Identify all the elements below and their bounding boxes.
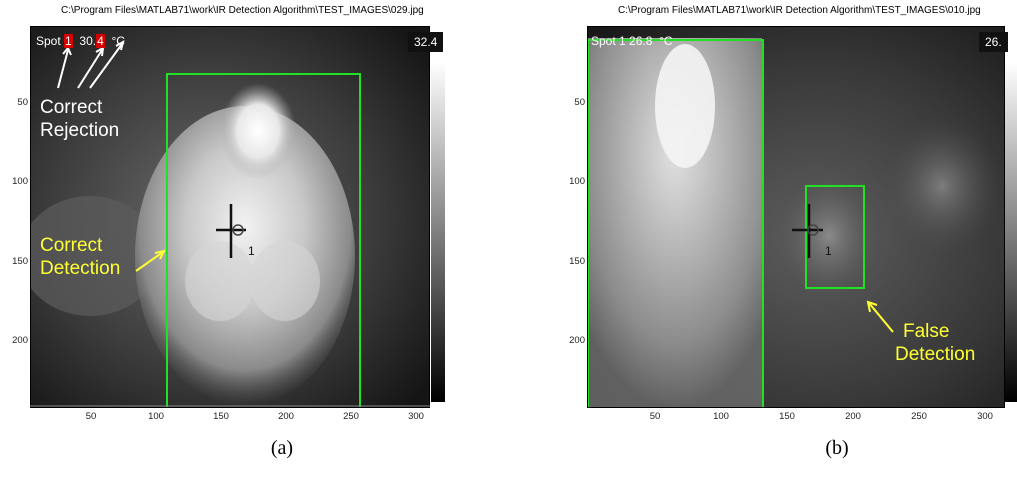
x-tick-150-a: 150 bbox=[213, 411, 229, 422]
person-shoulder-left-a bbox=[185, 241, 255, 321]
y-tick-200-a: 200 bbox=[12, 335, 28, 346]
detection-arrow-a bbox=[135, 249, 166, 272]
x-tick-50-b: 50 bbox=[649, 411, 661, 422]
person-shoulder-right-a bbox=[250, 241, 320, 321]
thermal-image-b-svg bbox=[587, 26, 1017, 408]
x-tick-100-a: 100 bbox=[148, 411, 164, 422]
subfigure-label-a: (a) bbox=[270, 437, 294, 459]
temperature-bar-value-a: 32.4 bbox=[408, 32, 444, 52]
spot-label-a: Spot bbox=[36, 34, 61, 48]
callout-correct-rejection: Correct Rejection bbox=[40, 96, 119, 142]
spot-readout-b: Spot 1 26.8 °C bbox=[591, 34, 673, 48]
callout-detection-line1: Correct bbox=[40, 235, 103, 256]
unit-b: °C bbox=[659, 34, 673, 48]
axis-frame-a bbox=[30, 26, 430, 408]
colorbar-b bbox=[1005, 62, 1017, 402]
unit-degree-a: ° bbox=[111, 34, 117, 48]
person-head-b bbox=[655, 44, 715, 168]
x-tick-200-a: 200 bbox=[278, 411, 294, 422]
person-head-a bbox=[220, 83, 296, 179]
thermal-image-a-svg bbox=[30, 26, 445, 408]
image-path-title-b: C:\Program Files\MATLAB71\work\IR Detect… bbox=[618, 5, 981, 16]
y-tick-200-b: 200 bbox=[569, 335, 585, 346]
spot-readout-a: Spot 1 30.4 °C bbox=[36, 34, 125, 48]
thermal-image-b: Spot 1 26.8 °C 26. 1 False Detection bbox=[587, 26, 1017, 408]
thermal-image-a: Spot 1 30.4 °C 32.4 1 Correct Rejection … bbox=[30, 26, 447, 408]
unit-c-a: C bbox=[116, 34, 125, 48]
subfigure-label-b: (b) bbox=[825, 437, 849, 459]
spot-value-digit-a: 4 bbox=[96, 34, 105, 48]
warm-region-a bbox=[30, 196, 160, 316]
panel-b: C:\Program Files\MATLAB71\work\IR Detect… bbox=[545, 0, 1017, 494]
y-tick-150-b: 150 bbox=[569, 256, 585, 267]
callout-detection-line2: Detection bbox=[40, 258, 121, 279]
false-detection-arrow-b bbox=[866, 300, 894, 333]
x-tick-250-b: 250 bbox=[911, 411, 927, 422]
x-tick-300-b: 300 bbox=[977, 411, 993, 422]
spot-index-a: 1 bbox=[64, 34, 73, 48]
callout-false-detection: False Detection bbox=[895, 320, 975, 366]
x-tick-300-a: 300 bbox=[408, 411, 424, 422]
image-path-title-a: C:\Program Files\MATLAB71\work\IR Detect… bbox=[61, 5, 424, 16]
panel-a: C:\Program Files\MATLAB71\work\IR Detect… bbox=[0, 0, 500, 494]
x-tick-200-b: 200 bbox=[845, 411, 861, 422]
rejection-arrows-a bbox=[57, 39, 125, 89]
warm-blob-right-b bbox=[882, 116, 1002, 256]
callout-rejection-line2: Rejection bbox=[40, 120, 120, 141]
x-tick-150-b: 150 bbox=[779, 411, 795, 422]
callout-false-line2: Detection bbox=[895, 344, 976, 365]
crosshair-icon-a bbox=[216, 204, 246, 258]
y-tick-150-a: 150 bbox=[12, 256, 28, 267]
callout-rejection-line1: Correct bbox=[40, 97, 103, 118]
x-tick-100-b: 100 bbox=[713, 411, 729, 422]
y-tick-100-b: 100 bbox=[569, 176, 585, 187]
target-label-a: 1 bbox=[248, 244, 255, 258]
callout-false-line1: False bbox=[903, 321, 950, 342]
x-tick-50-a: 50 bbox=[85, 411, 97, 422]
y-tick-50-b: 50 bbox=[574, 97, 585, 108]
axis-frame-b bbox=[587, 26, 1005, 408]
detection-box-a bbox=[166, 73, 361, 408]
y-tick-50-a: 50 bbox=[17, 97, 28, 108]
spot-value-a: 30. bbox=[79, 34, 97, 48]
temperature-bar-value-b: 26. bbox=[979, 32, 1008, 52]
detection-box-b-false bbox=[805, 185, 865, 289]
callout-correct-detection: Correct Detection bbox=[40, 234, 120, 280]
spot-text-b: Spot 1 26.8 bbox=[591, 34, 653, 48]
warm-blob-b bbox=[774, 166, 884, 306]
y-tick-100-a: 100 bbox=[12, 176, 28, 187]
x-tick-250-a: 250 bbox=[343, 411, 359, 422]
target-label-b: 1 bbox=[825, 244, 832, 258]
colorbar-a bbox=[431, 62, 445, 402]
crosshair-icon-b bbox=[792, 204, 823, 258]
